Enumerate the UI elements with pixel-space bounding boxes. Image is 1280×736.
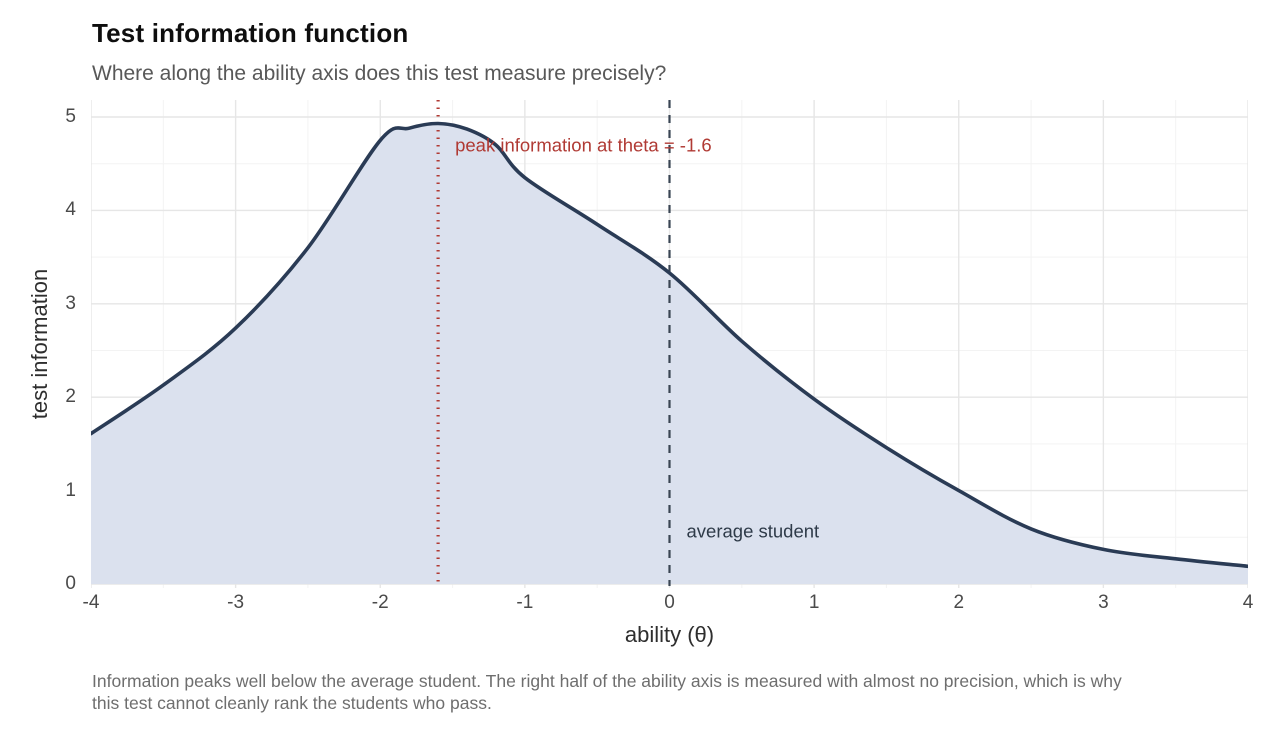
x-axis-ticks: -4 -3 -2 -1 0 1 2 3 4 (83, 592, 1254, 616)
y-tick-label: 0 (65, 573, 76, 594)
y-tick-label: 2 (65, 386, 76, 408)
x-tick-label: -1 (516, 592, 534, 613)
x-tick-label: 4 (1242, 592, 1254, 613)
y-tick-label: 1 (65, 479, 76, 501)
y-axis-ticks: 0 1 2 3 4 5 (0, 100, 76, 594)
y-axis-title: test information (27, 268, 52, 420)
plot-panel: peak information at theta = -1.6 average … (89, 100, 1250, 588)
chart-title: Test information function (92, 18, 409, 48)
plot-svg: peak information at theta = -1.6 average … (89, 100, 1250, 588)
x-axis-title: ability (θ) (624, 622, 715, 647)
x-tick-label: 3 (1098, 592, 1109, 613)
y-tick-label: 4 (65, 199, 76, 221)
x-tick-label: 1 (808, 592, 820, 613)
caption-line-2: this test cannot cleanly rank the studen… (92, 693, 492, 713)
information-curve (89, 121, 1250, 569)
y-tick-label: 3 (65, 292, 76, 314)
x-tick-label: -2 (371, 592, 389, 613)
x-tick-label: 0 (664, 592, 675, 613)
chart-caption: Information peaks well below the average… (92, 670, 1222, 714)
x-tick-label: 2 (953, 592, 965, 613)
chart-subtitle: Where along the ability axis does this t… (92, 62, 667, 85)
y-tick-label: 5 (65, 106, 76, 127)
x-tick-label: -3 (227, 592, 245, 613)
x-tick-label: -4 (82, 592, 100, 613)
peak-annotation-label: peak information at theta = -1.6 (455, 135, 712, 156)
average-student-label: average student (687, 520, 820, 541)
information-area-fill (91, 123, 1248, 585)
caption-line-1: Information peaks well below the average… (92, 671, 1122, 691)
